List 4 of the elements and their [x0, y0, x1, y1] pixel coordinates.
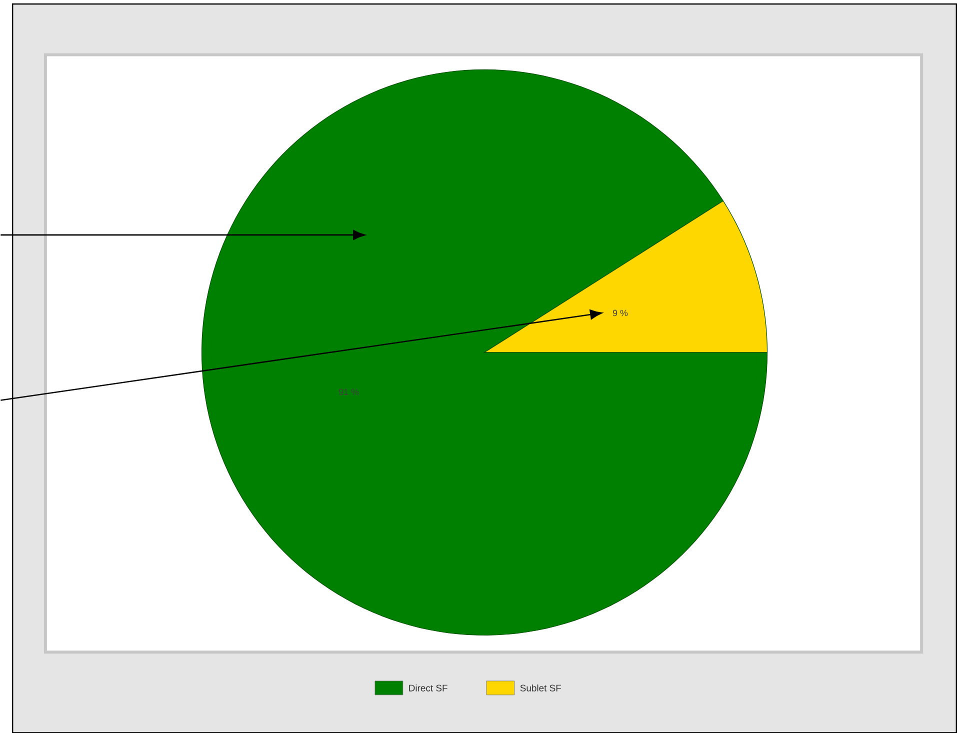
data-label: 9 % — [612, 310, 628, 316]
legend-label: Sublet SF — [520, 684, 562, 692]
legend-label: Direct SF — [409, 684, 448, 692]
data-label: 91 % — [338, 388, 359, 395]
